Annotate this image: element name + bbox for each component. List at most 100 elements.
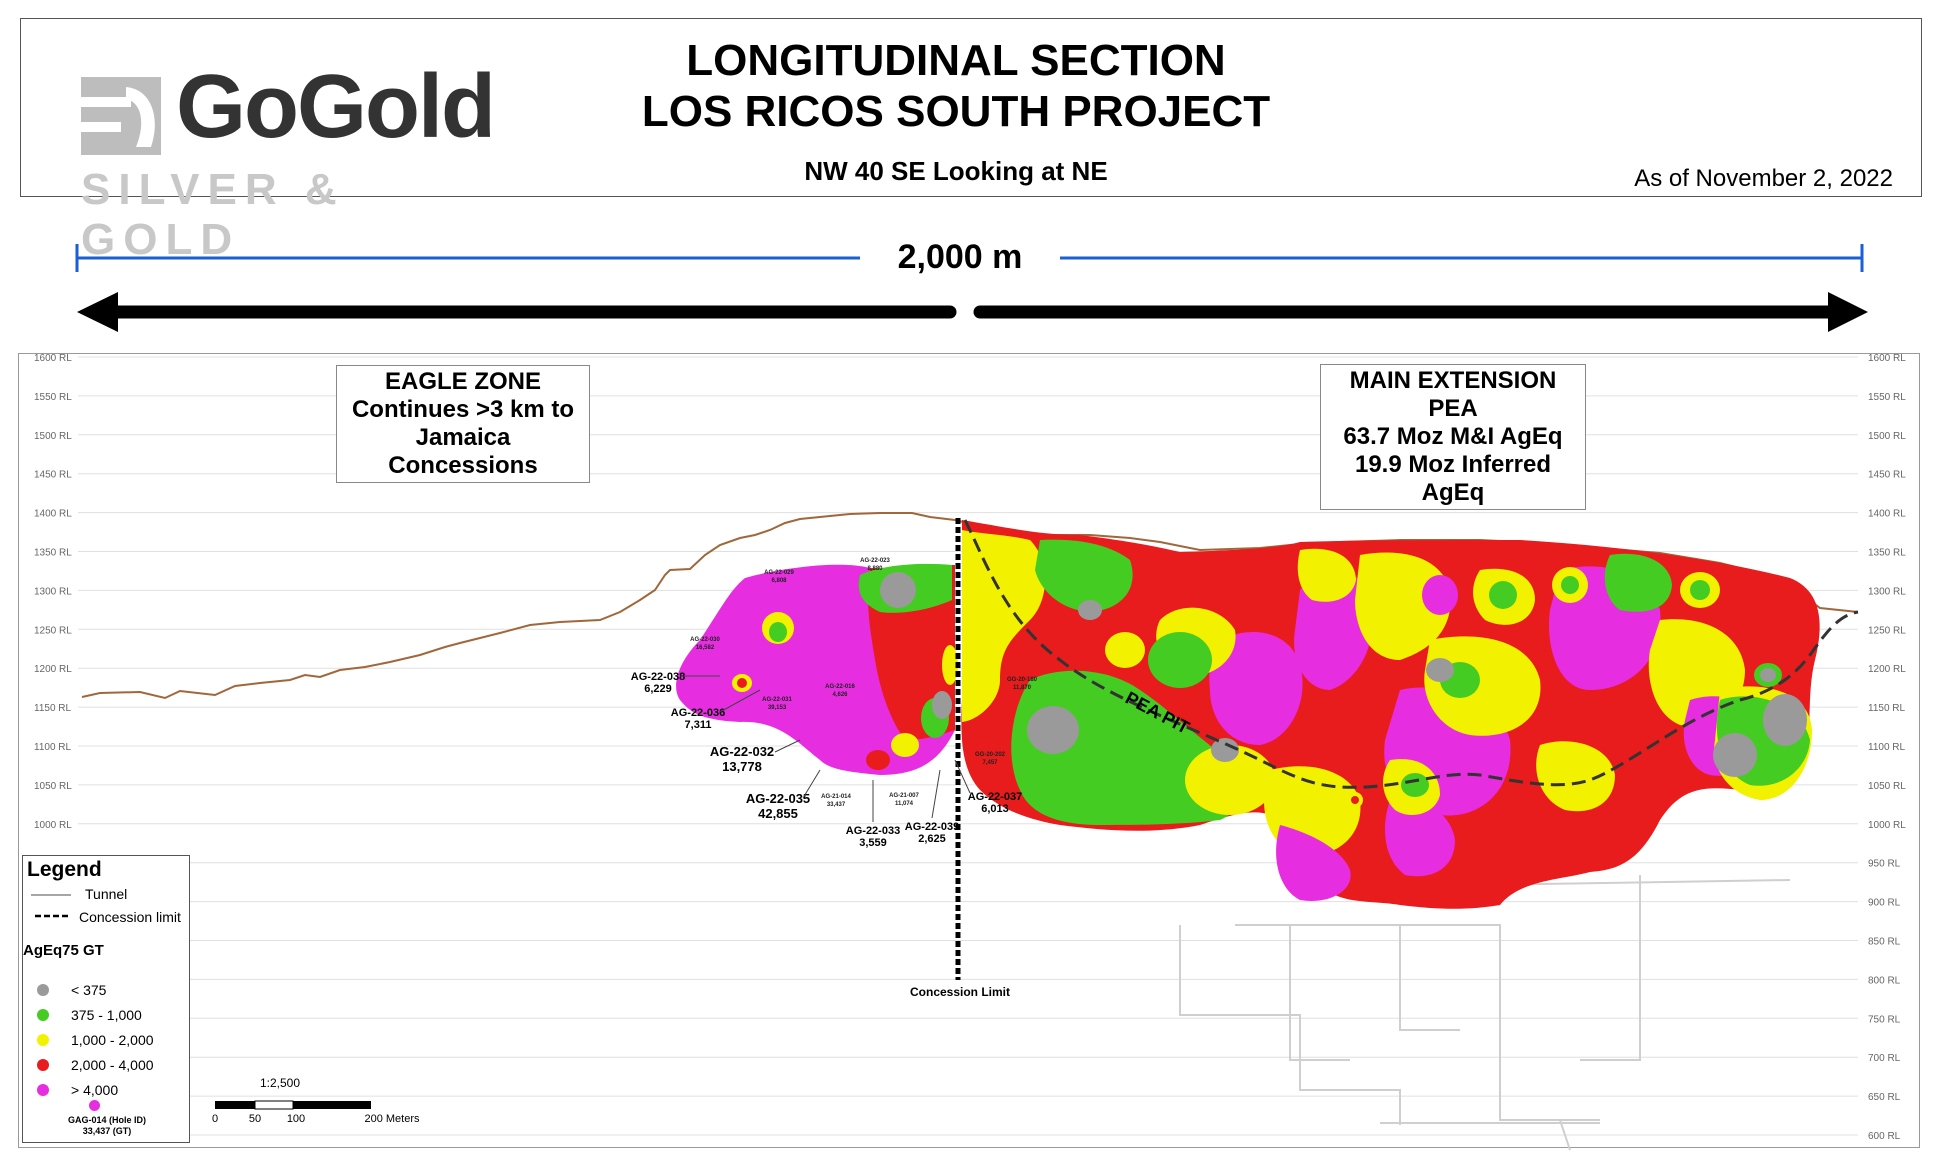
drillhole-id: AG-22-032: [710, 744, 774, 759]
small-drillhole-id: GG-20-202: [975, 752, 1006, 758]
small-drillhole-gt: 11,074: [895, 801, 914, 807]
legend-class-label: 375 - 1,000: [71, 1007, 142, 1023]
grade-zone-green: [769, 622, 787, 642]
small-drillhole-gt: 8,880: [867, 566, 883, 572]
drillhole-gt: 6,013: [981, 803, 1009, 815]
drillhole-gt: 6,229: [644, 683, 672, 695]
small-drillhole-id: AG-22-031: [762, 697, 792, 703]
rl-label: 1250 RL: [34, 625, 72, 636]
title-block: GoGold SILVER & GOLD LONGITUDINAL SECTIO…: [20, 18, 1922, 264]
tunnel: [1235, 924, 1600, 1121]
tunnel: [1399, 925, 1460, 1031]
scale-segment: [254, 1100, 294, 1110]
as-of-date: As of November 2, 2022: [1634, 165, 1893, 192]
drillhole-gt: 3,559: [859, 837, 887, 849]
rl-label: 1550 RL: [34, 392, 72, 403]
map-scale-ratio: 1:2,500: [260, 1076, 300, 1090]
eagle-zone-callout: EAGLE ZONE Continues >3 km to Jamaica Co…: [336, 365, 590, 483]
rl-label: 800 RL: [1868, 975, 1901, 986]
small-drillhole-id: AG-22-029: [764, 570, 794, 576]
callout-line: EAGLE ZONE: [384, 368, 541, 395]
rl-label: 1050 RL: [1868, 781, 1906, 792]
legend: Legend Tunnel Concession limit AgEq75 GT…: [22, 855, 190, 1143]
small-drillhole-id: AG-22-016: [825, 684, 855, 690]
grade-zone-red: [1347, 792, 1363, 808]
legend-example-label2: 33,437 (GT): [82, 1126, 132, 1136]
grade-zone-yellow: [1536, 741, 1615, 812]
logo-subtitle: SILVER & GOLD: [81, 165, 345, 264]
grade-zone-yellow: [1355, 552, 1451, 660]
rl-label: 1200 RL: [34, 664, 72, 675]
grade-zone-green: [1401, 773, 1429, 797]
scale-segment: [215, 1101, 293, 1109]
tunnel: [1559, 1119, 1571, 1151]
legend-tunnel: Tunnel: [85, 886, 128, 902]
rl-label: 1100 RL: [34, 742, 72, 753]
small-drillhole-id: GG-20-180: [1007, 677, 1038, 683]
grade-zone-green: [1604, 553, 1672, 612]
grade-zone-magenta: [1294, 570, 1373, 690]
rl-label: 1400 RL: [34, 509, 72, 520]
leader-line: [802, 769, 821, 799]
grade-zone-green: [1011, 670, 1243, 825]
drillhole-id: AG-22-038: [631, 671, 685, 683]
rl-label: 1250 RL: [1868, 625, 1906, 636]
callout-line: Jamaica Concessions: [388, 424, 538, 479]
grade-zone-green: [1489, 581, 1517, 609]
section-orientation: NW 40 SE Looking at NE: [804, 156, 1108, 186]
grade-zone-green: [1035, 539, 1133, 612]
rl-label: 600 RL: [1868, 1131, 1901, 1142]
scale-tick: 100: [287, 1113, 305, 1125]
legend-swatch: [37, 1009, 49, 1021]
drillhole-gt: 13,778: [722, 759, 762, 774]
distance-label: 2,000 m: [860, 238, 1060, 277]
legend-concession: Concession limit: [79, 909, 181, 925]
tunnel: [1179, 925, 1401, 1125]
scale-tick: 200 Meters: [364, 1113, 420, 1125]
drillhole-gt: 7,311: [685, 719, 712, 731]
grade-zone-grey: [1027, 706, 1079, 754]
legend-example-dot: [89, 1100, 100, 1111]
legend-title: Legend: [27, 858, 102, 881]
legend-swatch: [37, 1084, 49, 1096]
grade-zone-grey: [1763, 694, 1807, 746]
legend-example-label1: GAG-014 (Hole ID): [67, 1115, 146, 1125]
grade-zone-yellow: [1105, 632, 1145, 668]
legend-line-samples: [31, 894, 71, 918]
rl-label: 1450 RL: [1868, 470, 1906, 481]
scale-tick: 50: [249, 1113, 261, 1125]
scale-tick: 0: [212, 1113, 218, 1125]
grade-zone-grey: [1713, 733, 1757, 777]
drillhole-id: AG-22-033: [846, 825, 900, 837]
legend-class-label: 2,000 - 4,000: [71, 1057, 154, 1073]
small-drillhole-id: AG-21-007: [889, 793, 919, 799]
grade-zone-yellow: [891, 733, 919, 757]
grade-zone-red: [737, 678, 747, 688]
drillhole-gt: 2,625: [918, 833, 946, 845]
legend-class-label: 1,000 - 2,000: [71, 1032, 154, 1048]
drillhole-id: AG-22-037: [968, 791, 1022, 803]
small-drillhole-id: AG-21-014: [821, 794, 851, 800]
rl-label: 1150 RL: [1868, 703, 1906, 714]
legend-class-label: > 4,000: [71, 1082, 119, 1098]
tunnel: [1289, 925, 1350, 1061]
grade-zone-yellow: [942, 645, 958, 685]
rl-label: 1000 RL: [1868, 820, 1906, 831]
grade-zone-grey: [1426, 658, 1454, 682]
small-drillhole-gt: 39,153: [768, 705, 787, 711]
right-arrow-head-icon: [1828, 292, 1868, 332]
rl-label: 1100 RL: [1868, 742, 1906, 753]
rl-label: 1200 RL: [1868, 664, 1906, 675]
grade-zone-yellow: [1297, 548, 1356, 602]
rl-label: 1500 RL: [34, 431, 72, 442]
small-drillhole-id: AG-22-030: [690, 637, 720, 643]
section-frame: [18, 353, 1920, 1148]
callout-line: Continues >3 km to: [351, 396, 575, 423]
rl-label: 1300 RL: [34, 586, 72, 597]
legend-swatch: [37, 1034, 49, 1046]
scale-segment: [293, 1101, 371, 1109]
leader-line: [719, 689, 761, 713]
main-extension-callout: MAIN EXTENSION PEA 63.7 Moz M&I AgEq 19.…: [1320, 364, 1586, 510]
tunnel-network: [1179, 875, 1791, 1151]
small-drillhole-labels: AG-22-029 6,808 AG-22-023 8,880 AG-22-03…: [690, 558, 1038, 808]
